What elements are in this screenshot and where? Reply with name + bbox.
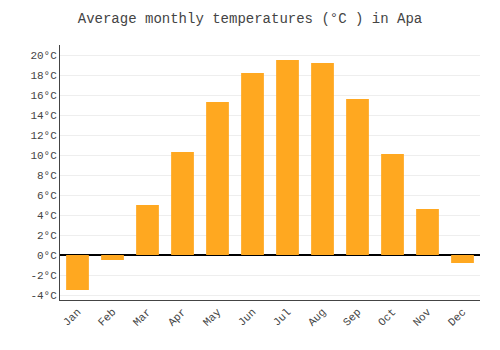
svg-text:-4°C: -4°C	[30, 290, 57, 302]
svg-text:4°C: 4°C	[37, 210, 57, 222]
svg-text:2°C: 2°C	[37, 230, 57, 242]
svg-text:0°C: 0°C	[37, 250, 57, 262]
svg-text:8°C: 8°C	[37, 170, 57, 182]
svg-text:Sep: Sep	[341, 306, 363, 328]
svg-text:-2°C: -2°C	[30, 270, 57, 282]
svg-text:Jun: Jun	[236, 306, 258, 328]
svg-text:May: May	[201, 306, 224, 329]
svg-text:12°C: 12°C	[30, 130, 57, 142]
svg-text:14°C: 14°C	[30, 110, 57, 122]
svg-text:6°C: 6°C	[37, 190, 57, 202]
svg-text:Oct: Oct	[376, 306, 398, 328]
svg-text:Nov: Nov	[411, 306, 434, 329]
svg-text:16°C: 16°C	[30, 90, 57, 102]
svg-text:Apr: Apr	[166, 306, 188, 328]
svg-text:20°C: 20°C	[30, 50, 57, 62]
svg-text:Dec: Dec	[446, 306, 468, 328]
svg-text:Aug: Aug	[306, 306, 328, 328]
svg-text:Mar: Mar	[131, 306, 153, 328]
svg-text:10°C: 10°C	[30, 150, 57, 162]
svg-text:Jan: Jan	[61, 306, 83, 328]
svg-text:Jul: Jul	[271, 306, 293, 328]
svg-text:Average monthly temperatures (: Average monthly temperatures (°C ) in Ap…	[78, 11, 422, 27]
svg-text:18°C: 18°C	[30, 70, 57, 82]
svg-text:Feb: Feb	[96, 306, 118, 328]
